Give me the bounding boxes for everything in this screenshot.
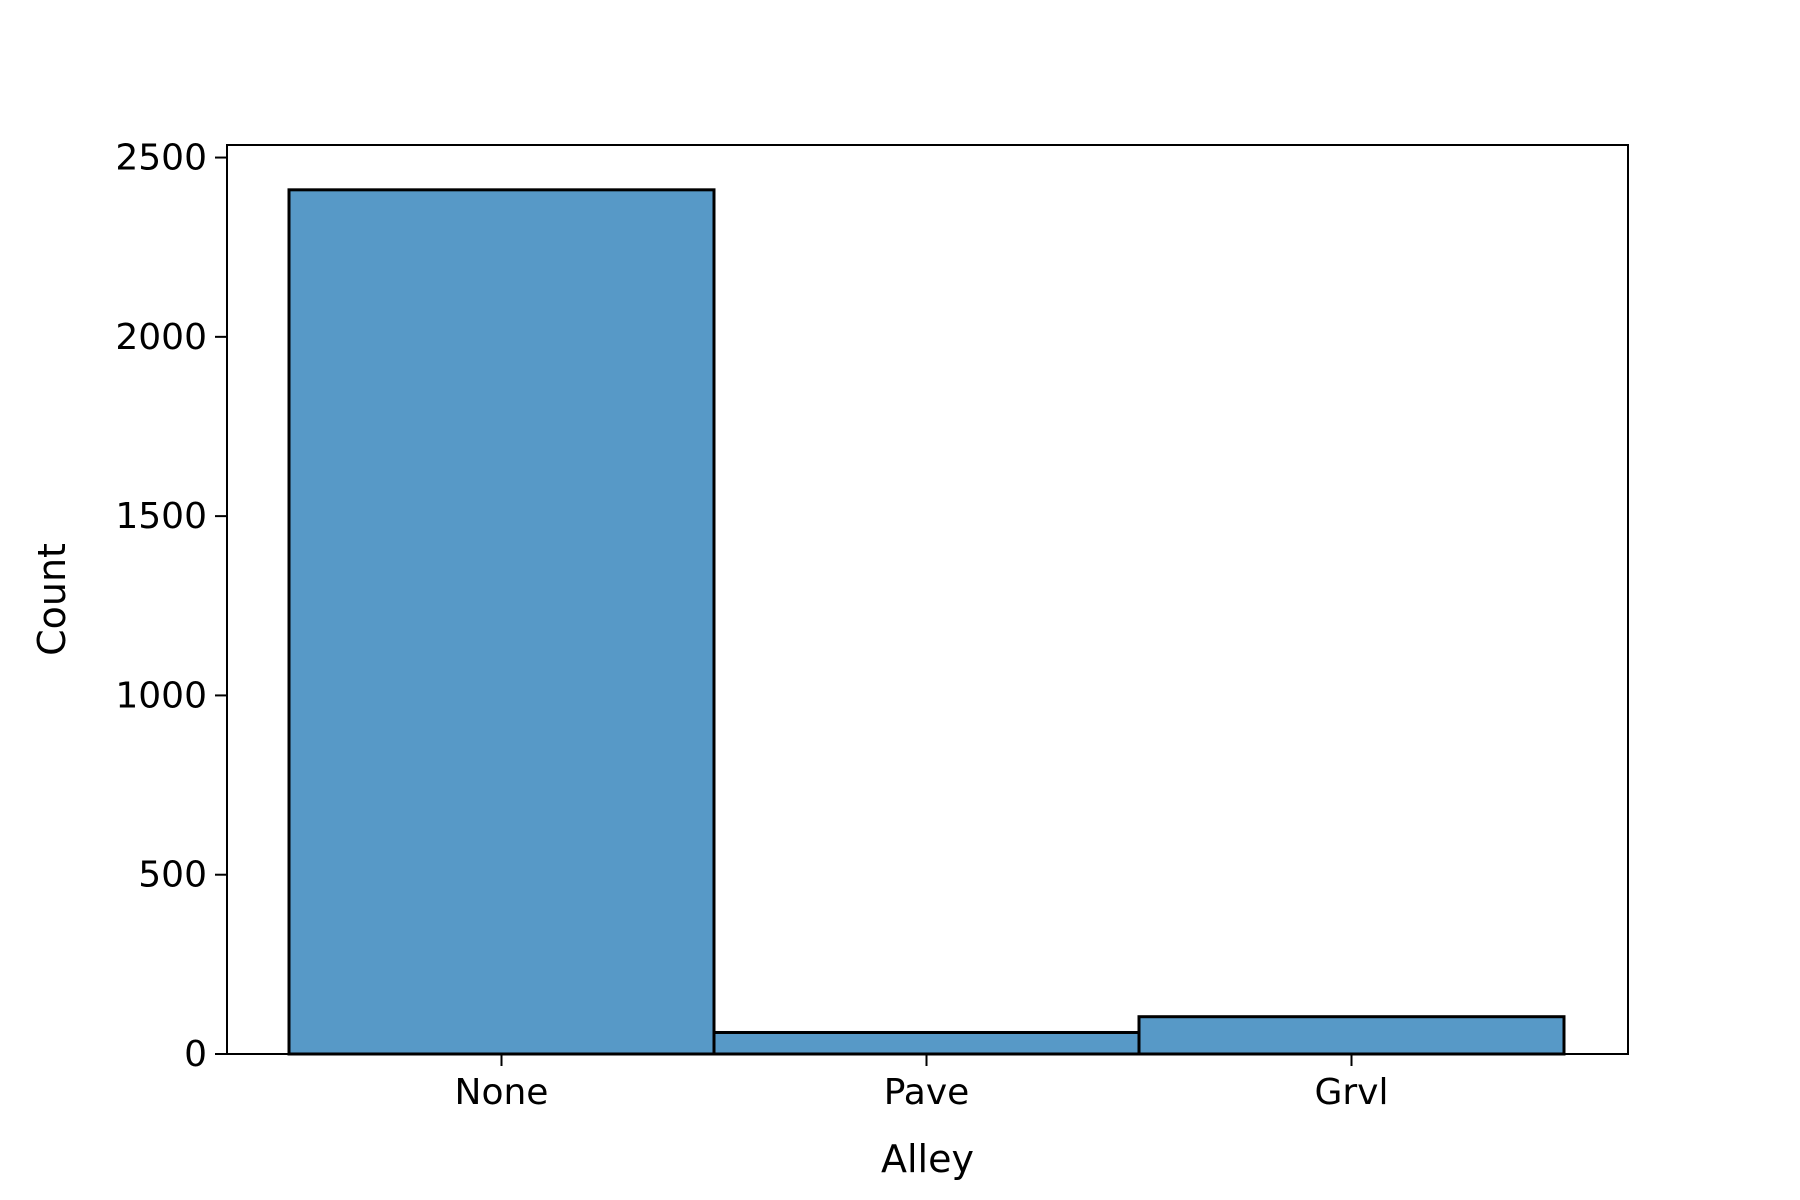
x-tick-label-grvl: Grvl bbox=[1314, 1072, 1388, 1113]
y-tick-label: 2000 bbox=[115, 317, 207, 358]
y-tick-label: 1500 bbox=[115, 496, 207, 537]
bar-none bbox=[287, 188, 716, 1056]
y-tick-label: 1000 bbox=[115, 675, 207, 716]
y-axis-label: Count bbox=[30, 543, 74, 656]
x-tick-label-pave: Pave bbox=[884, 1072, 970, 1113]
x-tick-label-none: None bbox=[455, 1072, 549, 1113]
y-tick-label: 500 bbox=[138, 855, 207, 896]
x-axis-label: Alley bbox=[881, 1137, 974, 1181]
x-axis: None Pave Grvl bbox=[455, 1054, 1389, 1113]
y-tick-label: 0 bbox=[184, 1034, 207, 1075]
bar-pave bbox=[712, 1030, 1141, 1056]
y-tick-label: 2500 bbox=[115, 138, 207, 179]
bar-grvl bbox=[1137, 1015, 1566, 1056]
plot-frame bbox=[226, 144, 1629, 1055]
y-axis: 0 500 1000 1500 2000 2500 bbox=[115, 138, 227, 1075]
bars-group bbox=[287, 188, 1566, 1056]
